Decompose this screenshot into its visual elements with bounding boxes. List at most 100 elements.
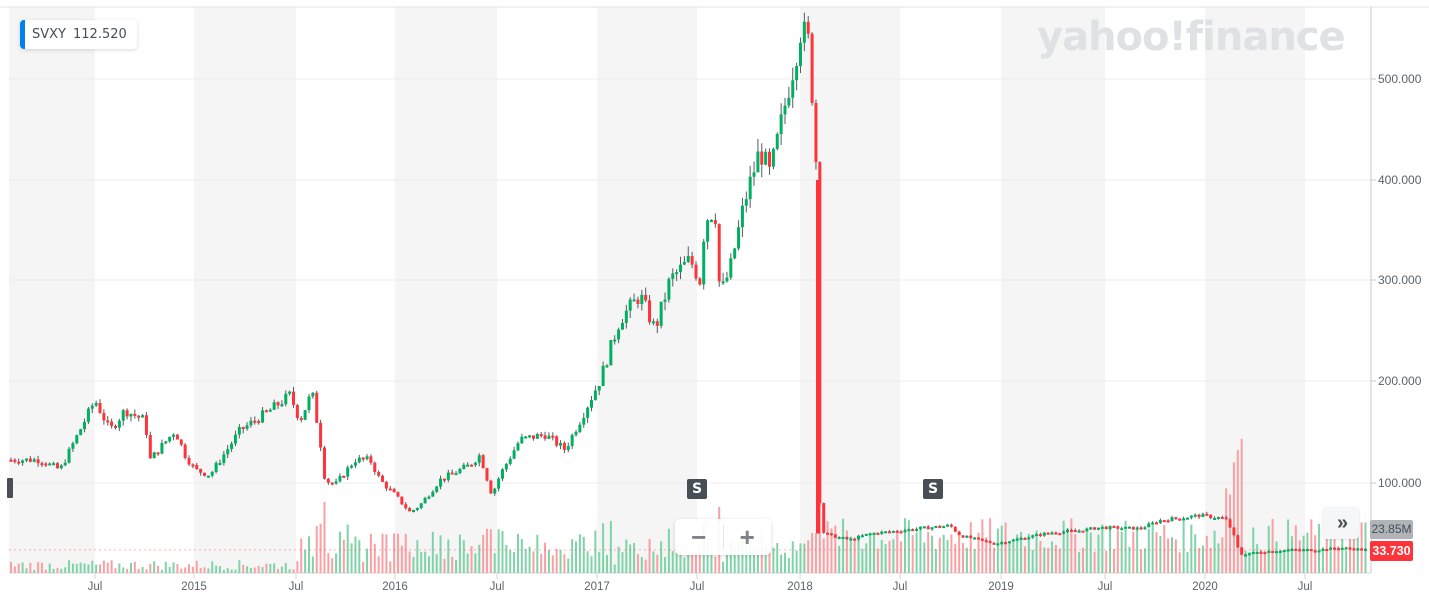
candle-body (408, 508, 412, 512)
volume-bar (1000, 525, 1003, 573)
candle-body (1213, 518, 1217, 521)
candle-body (1069, 529, 1073, 532)
candle-body (1278, 550, 1282, 553)
period-band (597, 7, 697, 573)
candle-body (1011, 539, 1015, 542)
candle-body (1333, 547, 1337, 550)
volume-bar (458, 534, 461, 573)
volume-bar (652, 551, 655, 573)
split-event-marker[interactable]: S (687, 479, 707, 499)
volume-bar (393, 533, 396, 573)
candle-body (1066, 529, 1070, 532)
volume-bar (1221, 537, 1224, 573)
volume-bar (911, 535, 914, 573)
candle-body (872, 532, 876, 535)
candle-body (299, 418, 303, 421)
volume-bar (776, 543, 779, 573)
volume-bar (71, 563, 74, 573)
y-tick-label: 500.000 (1378, 72, 1422, 86)
volume-bar (1267, 525, 1270, 573)
volume-bar (973, 548, 976, 573)
volume-bar (520, 539, 523, 573)
volume-bar (493, 553, 496, 573)
volume-bar (373, 543, 376, 573)
candle-body (559, 442, 563, 446)
volume-bar (1043, 547, 1046, 573)
candle-body (241, 426, 245, 429)
candle-body (497, 478, 501, 489)
volume-bar (1058, 548, 1061, 573)
volume-bar (133, 561, 136, 573)
candle-body (787, 97, 791, 106)
candle-body (907, 529, 911, 532)
candle-body (500, 469, 504, 479)
candle-body (752, 172, 756, 177)
candle-body (771, 148, 775, 167)
volume-bar (1213, 530, 1216, 573)
volume-bar (338, 531, 341, 573)
volume-bar (946, 539, 949, 573)
candle-body (624, 310, 628, 323)
volume-bar (191, 566, 194, 573)
volume-bar (122, 567, 125, 573)
candle-body (837, 537, 841, 540)
volume-bar (87, 564, 90, 573)
volume-bar (408, 551, 411, 573)
volume-bar (230, 569, 233, 573)
candle-body (369, 456, 373, 463)
volume-bar (1171, 537, 1173, 573)
candle-body (1224, 517, 1228, 520)
candle-body (322, 447, 326, 479)
candle-body (489, 480, 493, 494)
volume-bar (439, 535, 442, 573)
volume-bar (1132, 531, 1135, 573)
volume-bar (764, 546, 767, 573)
volume-bar (1298, 540, 1301, 573)
y-tick-label: 100.000 (1378, 476, 1422, 490)
volume-bar (1062, 520, 1065, 573)
candle-body (586, 407, 590, 418)
volume-bar (671, 551, 674, 573)
split-event-marker[interactable]: S (923, 479, 943, 499)
zoom-in-button[interactable]: + (739, 521, 755, 552)
candle-body (75, 435, 79, 444)
volume-bar (160, 569, 163, 573)
volume-bar (1070, 518, 1073, 573)
candle-body (79, 429, 83, 436)
scroll-right-button[interactable]: » (1323, 507, 1359, 539)
candle-body (795, 65, 799, 81)
volume-bar (691, 554, 694, 573)
volume-bar (1012, 539, 1015, 573)
volume-bar (1174, 539, 1177, 573)
candle-body (48, 463, 52, 466)
zoom-out-button[interactable]: − (691, 521, 707, 552)
volume-bar (958, 535, 961, 573)
candle-body (319, 422, 323, 448)
x-tick-label: Jul (489, 581, 505, 593)
candle-body (1100, 526, 1104, 529)
candle-body (748, 176, 752, 200)
candle-body (1178, 518, 1182, 521)
volume-bar (1159, 535, 1162, 573)
volume-bar (1089, 532, 1092, 573)
volume-bar (1275, 541, 1278, 573)
candle-body (203, 472, 206, 476)
candle-body (1360, 548, 1364, 551)
volume-bar (694, 553, 697, 573)
volume-bar (1314, 535, 1317, 573)
volume-bar (981, 519, 984, 573)
candle-body (783, 105, 787, 115)
candle-body (953, 526, 957, 532)
candle-body (1228, 519, 1232, 528)
volume-bar (853, 540, 856, 573)
candle-body (857, 535, 861, 540)
volume-bar (273, 563, 276, 573)
candle-body (392, 488, 396, 493)
candle-body (1023, 537, 1027, 540)
candle-body (280, 404, 284, 407)
candle-body (431, 491, 435, 497)
volume-bar (13, 566, 16, 573)
volume-bar (679, 550, 682, 573)
volume-bar (1039, 541, 1042, 573)
